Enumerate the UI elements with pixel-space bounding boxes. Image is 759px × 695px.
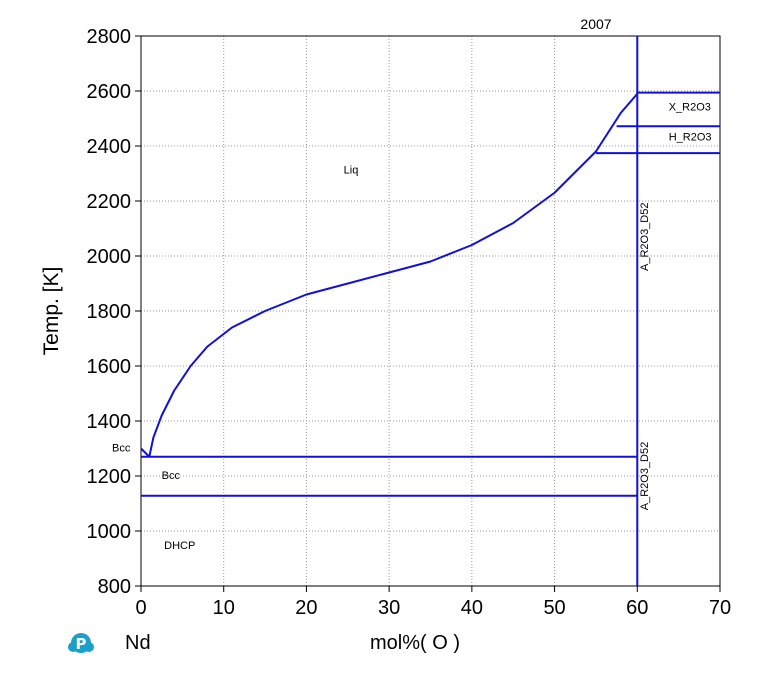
x-tick-label: 40 bbox=[461, 597, 483, 619]
x-tick-label: 0 bbox=[135, 597, 146, 619]
grid bbox=[140, 35, 721, 587]
x-tick-label: 10 bbox=[213, 597, 235, 619]
phase-label: Bcc bbox=[112, 442, 131, 454]
phase-label: Liq bbox=[344, 165, 359, 177]
x-tick-label: 30 bbox=[378, 597, 400, 619]
phase-label: DHCP bbox=[164, 540, 195, 552]
y-tick-label: 1600 bbox=[87, 356, 132, 378]
y-tick-label: 1800 bbox=[87, 301, 132, 323]
phase-label: Bcc bbox=[162, 470, 181, 482]
y-axis-title: Temp. [K] bbox=[40, 267, 63, 356]
phase-label: X_R2O3 bbox=[669, 101, 711, 113]
x-tick-label: 20 bbox=[295, 597, 317, 619]
x-tick-label: 70 bbox=[709, 597, 731, 619]
y-tick-label: 2000 bbox=[87, 246, 132, 268]
y-tick-label: 1400 bbox=[87, 411, 132, 433]
phase-boundaries bbox=[140, 36, 720, 586]
phase-labels: Liq Bcc Bcc DHCP X_R2O3 H_R2O3 A_R2O3_D52 A_R2O… bbox=[112, 101, 711, 552]
chart-title: 2007 bbox=[580, 16, 611, 32]
phase-label: H_R2O3 bbox=[669, 132, 712, 144]
y-tick-label: 800 bbox=[98, 576, 131, 598]
y-tick-label: 1000 bbox=[87, 521, 132, 543]
svg-text:P: P bbox=[76, 635, 87, 653]
phase-boundary-line bbox=[148, 93, 639, 457]
y-tick-label: 2600 bbox=[87, 81, 132, 103]
y-tick-label: 2200 bbox=[87, 191, 132, 213]
phase-boundary-line bbox=[140, 447, 150, 458]
software-logo-icon: P bbox=[68, 633, 94, 653]
phase-label: A_R2O3_D52 bbox=[639, 203, 651, 272]
y-tick-label: 1200 bbox=[87, 466, 132, 488]
y-tick-label: 2400 bbox=[87, 136, 132, 158]
y-axis-ticks: 800 1000 1200 1400 1600 1800 2000 2200 2400 2600 2… bbox=[87, 26, 141, 598]
x-tick-label: 60 bbox=[626, 597, 648, 619]
x-axis-title: mol%( O ) bbox=[370, 632, 460, 654]
element-label: Nd bbox=[125, 632, 151, 654]
x-axis-ticks: 0 10 20 30 40 50 60 70 bbox=[135, 586, 731, 619]
y-tick-label: 2800 bbox=[87, 26, 132, 48]
x-tick-label: 50 bbox=[543, 597, 565, 619]
phase-label: A_R2O3_D52 bbox=[639, 442, 651, 511]
